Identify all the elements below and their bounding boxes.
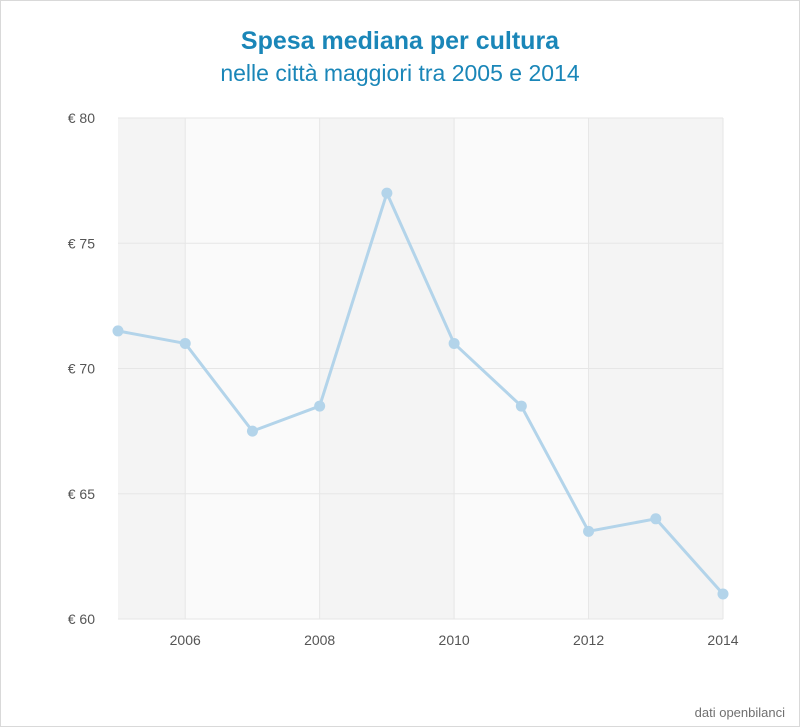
x-tick-label: 2008 [304, 632, 335, 648]
data-point [583, 525, 595, 537]
x-tick-label: 2006 [170, 632, 201, 648]
data-point [717, 588, 729, 600]
data-point [515, 400, 527, 412]
chart-title: Spesa mediana per cultura [240, 27, 560, 55]
y-tick-label: € 70 [68, 361, 95, 377]
data-point [246, 425, 258, 437]
data-point [314, 400, 326, 412]
grid-lines [118, 117, 724, 620]
data-point [112, 325, 124, 337]
series-line [116, 191, 725, 596]
x-axis: 2006 2008 2010 2012 2014 [170, 632, 739, 648]
data-point [448, 337, 460, 349]
y-tick-label: € 80 [68, 110, 95, 126]
data-point [650, 513, 662, 525]
y-axis: € 60 € 65 € 70 € 75 € 80 [68, 110, 95, 627]
data-series [112, 187, 729, 600]
y-tick-label: € 65 [68, 486, 95, 502]
data-point [179, 337, 191, 349]
x-tick-label: 2012 [573, 632, 604, 648]
x-tick-label: 2014 [707, 632, 738, 648]
source-note: dati openbilanci [694, 705, 785, 720]
y-tick-label: € 75 [68, 235, 95, 251]
x-tick-label: 2010 [439, 632, 470, 648]
y-tick-label: € 60 [68, 611, 95, 627]
chart-subtitle: nelle città maggiori tra 2005 e 2014 [220, 60, 580, 86]
data-point [381, 187, 393, 199]
